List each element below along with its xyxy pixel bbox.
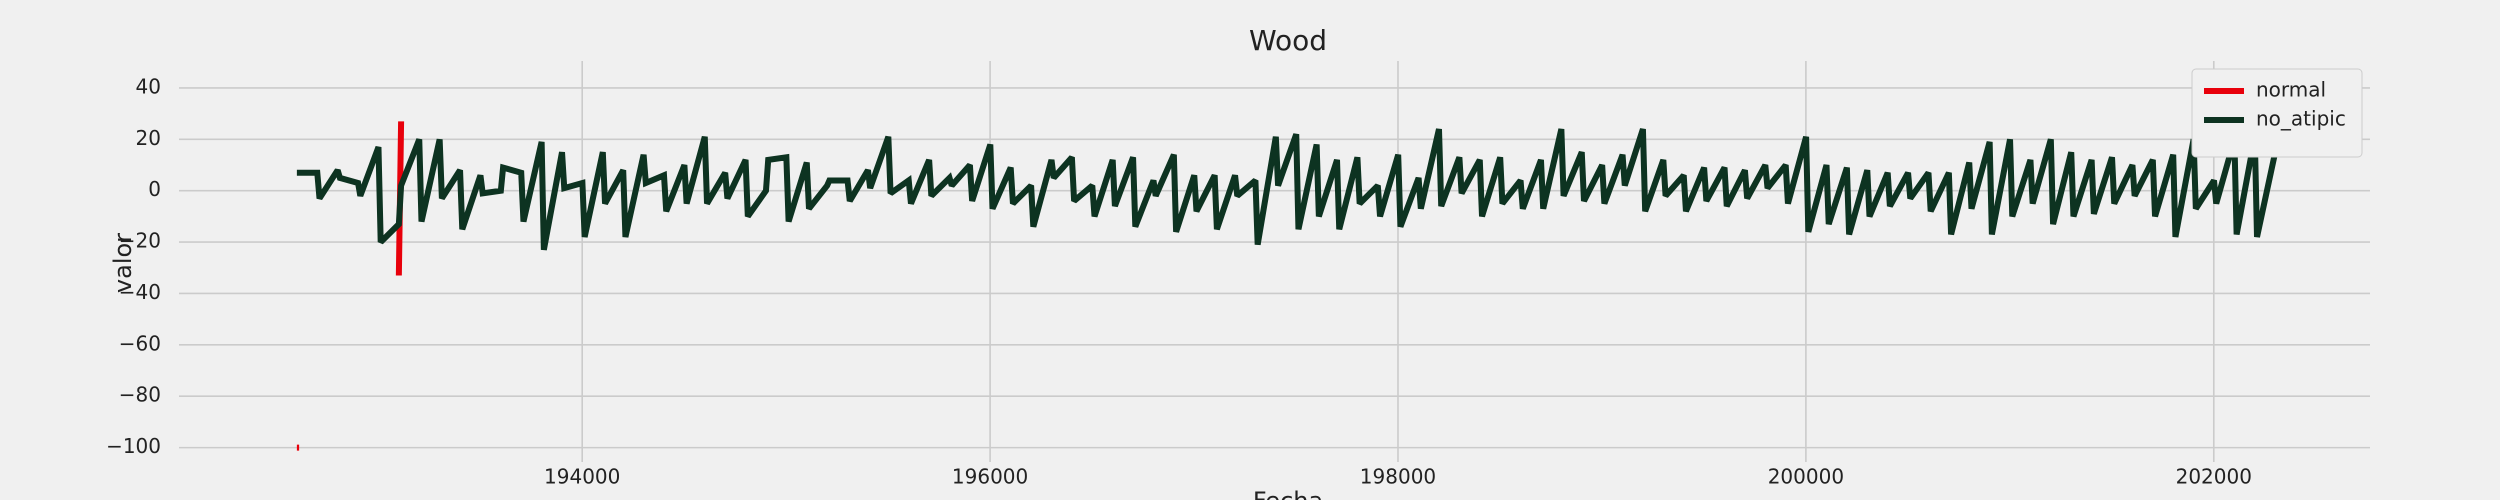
y-axis-label: valor xyxy=(109,233,137,293)
y-tick-label: 20 xyxy=(136,126,161,150)
series-line xyxy=(296,128,2279,251)
y-tick-label: −40 xyxy=(119,280,161,304)
x-tick-label: 198000 xyxy=(1360,465,1436,489)
x-tick-label: 202000 xyxy=(2176,465,2252,489)
x-tick-label: 200000 xyxy=(1768,465,1844,489)
y-tick-label: −60 xyxy=(119,331,161,355)
y-tick-label: −20 xyxy=(119,229,161,253)
y-tick-label: 0 xyxy=(148,177,161,201)
x-tick-label: 196000 xyxy=(952,465,1028,489)
chart-title: Wood xyxy=(1249,24,1327,57)
y-tick-label: −100 xyxy=(106,434,161,458)
x-tick-label: 194000 xyxy=(544,465,620,489)
legend-label: no_atipic xyxy=(2256,107,2346,131)
legend-label: normal xyxy=(2256,78,2326,102)
y-tick-label: −80 xyxy=(119,383,161,407)
x-axis-label: Fecha xyxy=(1253,487,1323,500)
y-tick-label: 40 xyxy=(136,74,161,98)
